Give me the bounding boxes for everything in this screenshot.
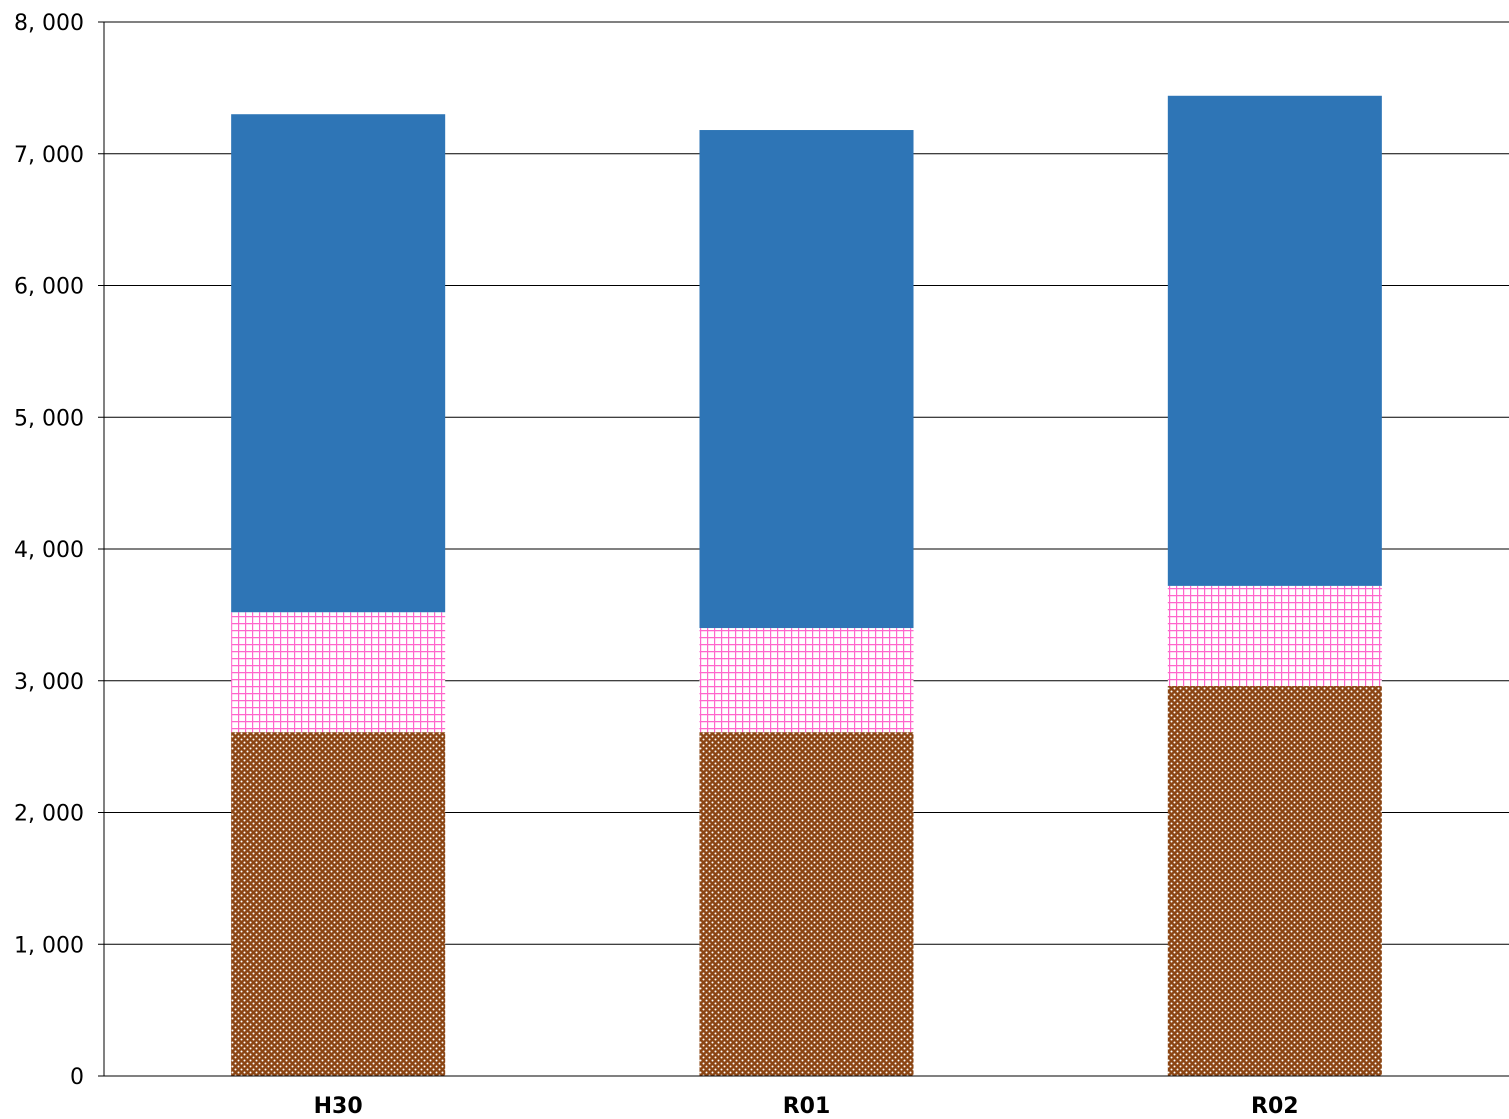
bar-segment-h30-series-3	[231, 114, 446, 613]
bar-segment-h30-series-2	[231, 612, 446, 733]
bar-segment-r01-series-3	[699, 130, 914, 629]
bar-segment-r02-series-3	[1167, 95, 1382, 586]
y-tick-label: 8, 000	[14, 11, 84, 36]
bar-segment-r01-series-2	[699, 628, 914, 733]
bar-segment-r01-series-1	[699, 732, 914, 1076]
axes	[98, 22, 1509, 1077]
bar-segment-r02-series-2	[1167, 585, 1382, 687]
y-tick-label: 5, 000	[14, 406, 84, 431]
y-tick-label: 2, 000	[14, 802, 84, 827]
y-tick-label: 6, 000	[14, 275, 84, 300]
bar-segment-r02-series-1	[1167, 686, 1382, 1076]
x-tick-label: R01	[783, 1094, 831, 1119]
labels: 0 1, 000 2, 000 3, 000 4, 000 5, 000 6, 000 7, …	[14, 11, 1299, 1119]
y-tick-label: 3, 000	[14, 670, 84, 695]
y-tick-label: 1, 000	[14, 933, 84, 958]
bar-segment-h30-series-1	[231, 732, 446, 1076]
y-tick-label: 4, 000	[14, 538, 84, 563]
bars	[231, 95, 1382, 1076]
y-tick-label: 7, 000	[14, 143, 84, 168]
x-tick-label: R02	[1251, 1094, 1299, 1119]
x-tick-label: H30	[314, 1094, 363, 1119]
y-tick-label: 0	[70, 1065, 84, 1090]
